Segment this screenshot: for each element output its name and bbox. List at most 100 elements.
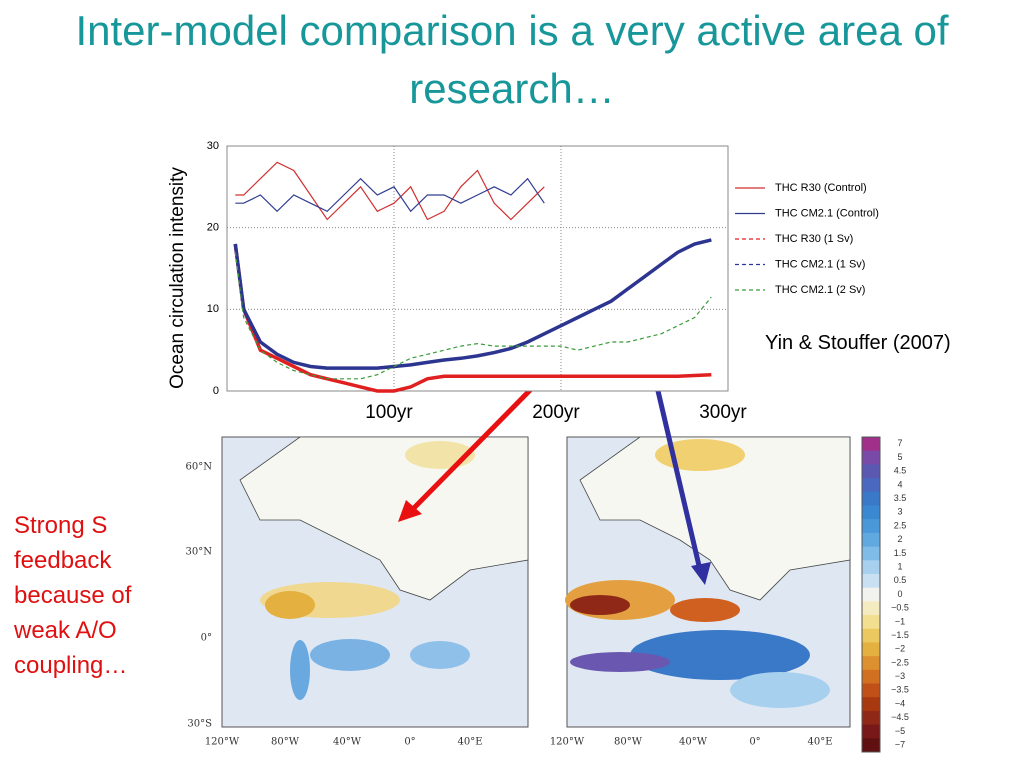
colorbar-label: −7	[895, 740, 905, 750]
lon-label: 40°E	[457, 737, 482, 748]
land	[579, 436, 851, 601]
colorbar-cell	[862, 519, 880, 534]
annotation: Strong S feedback because of weak A/O co…	[14, 512, 132, 679]
arrow-head	[398, 500, 422, 522]
colorbar-label: −3	[895, 671, 905, 681]
colorbar-label: 0	[897, 589, 902, 599]
colorbar-cell	[862, 683, 880, 698]
y-tick-label: 0	[213, 385, 219, 397]
lat-label: 60°N	[186, 462, 213, 473]
land	[239, 436, 529, 601]
colorbar-cell	[862, 642, 880, 657]
colorbar-label: 4.5	[894, 466, 907, 476]
x-tick-label: 300yr	[699, 402, 747, 423]
x-tick-label: 100yr	[365, 402, 413, 423]
contour-patch	[570, 652, 670, 672]
colorbar-label: 2.5	[894, 520, 907, 530]
series-line	[235, 161, 545, 221]
contour-patch	[410, 641, 470, 669]
legend-label: THC R30 (Control)	[775, 182, 867, 194]
series-line	[234, 252, 712, 380]
colorbar-label: 4	[897, 479, 902, 489]
lat-label: 0°	[201, 633, 212, 644]
colorbar-cell	[862, 437, 880, 452]
colorbar-cell	[862, 738, 880, 753]
legend-label: THC R30 (1 Sv)	[775, 233, 853, 245]
colorbar-label: −2.5	[891, 657, 909, 667]
lat-label: 30°N	[186, 547, 213, 558]
lon-label: 40°W	[679, 737, 708, 748]
colorbar-cell	[862, 491, 880, 506]
colorbar-cell	[862, 697, 880, 712]
contour-patch	[265, 591, 315, 619]
y-tick-label: 30	[207, 140, 219, 152]
contour-patch	[290, 640, 310, 700]
contour-patch	[670, 598, 740, 622]
colorbar-cell	[862, 464, 880, 479]
y-tick-label: 20	[207, 222, 219, 234]
lon-label: 0°	[404, 737, 415, 748]
colorbar-cell	[862, 532, 880, 548]
legend-label: THC CM2.1 (Control)	[775, 207, 879, 219]
colorbar-label: 7	[897, 438, 902, 448]
colorbar-cell	[862, 656, 880, 671]
colorbar-label: −4	[895, 698, 905, 708]
lon-label: 40°W	[333, 737, 362, 748]
colorbar-cell	[862, 573, 880, 589]
arrow-head	[691, 562, 711, 585]
y-axis-label: Ocean circulation intensity	[167, 167, 188, 389]
slide-title: Inter-model comparison is a very active …	[75, 7, 949, 112]
lon-label: 120°W	[550, 737, 585, 748]
colorbar-label: 5	[897, 452, 902, 462]
colorbar-label: −2	[895, 644, 905, 654]
colorbar-label: −5	[895, 726, 905, 736]
colorbar-cell	[862, 450, 880, 465]
colorbar-label: 3	[897, 507, 902, 517]
colorbar-cell	[862, 478, 880, 493]
colorbar-cell	[862, 710, 880, 726]
colorbar-cell	[862, 669, 880, 685]
arrow	[408, 373, 547, 514]
colorbar-label: −4.5	[891, 712, 909, 722]
lat-label: 30°S	[187, 719, 212, 730]
colorbar-cell	[862, 587, 880, 602]
lon-label: 80°W	[271, 737, 300, 748]
y-tick-label: 10	[207, 303, 219, 315]
colorbar-label: 3.5	[894, 493, 907, 503]
legend-label: THC CM2.1 (2 Sv)	[775, 284, 865, 296]
colorbar-cell	[862, 615, 880, 630]
colorbar-cell	[862, 601, 880, 616]
colorbar-label: −3.5	[891, 685, 909, 695]
series-line	[234, 239, 712, 369]
colorbar-label: 2	[897, 534, 902, 544]
series-line	[234, 243, 712, 392]
map-left	[221, 436, 529, 728]
colorbar-cell	[862, 628, 880, 643]
colorbar-label: −1.5	[891, 630, 909, 640]
colorbar-cell	[862, 546, 880, 561]
contour-patch	[655, 439, 745, 471]
colorbar-label: 1	[897, 561, 902, 571]
lon-label: 80°W	[614, 737, 643, 748]
colorbar-cell	[862, 724, 880, 739]
colorbar-label: −0.5	[891, 603, 909, 613]
colorbar-label: 0.5	[894, 575, 907, 585]
contour-patch	[570, 595, 630, 615]
lon-label: 0°	[749, 737, 760, 748]
colorbar-label: −1	[895, 616, 905, 626]
contour-patch	[730, 672, 830, 708]
legend-label: THC CM2.1 (1 Sv)	[775, 258, 865, 270]
colorbar-cell	[862, 560, 880, 575]
colorbar-cell	[862, 505, 880, 520]
contour-patch	[630, 630, 810, 680]
colorbar-label: 1.5	[894, 548, 907, 558]
colorbar-frame	[861, 436, 881, 753]
contour-patch	[310, 639, 390, 671]
map-right	[565, 436, 851, 728]
x-tick-label: 200yr	[532, 402, 580, 423]
series-line	[235, 177, 545, 213]
citation: Yin & Stouffer (2007)	[765, 332, 951, 354]
lon-label: 120°W	[205, 737, 240, 748]
